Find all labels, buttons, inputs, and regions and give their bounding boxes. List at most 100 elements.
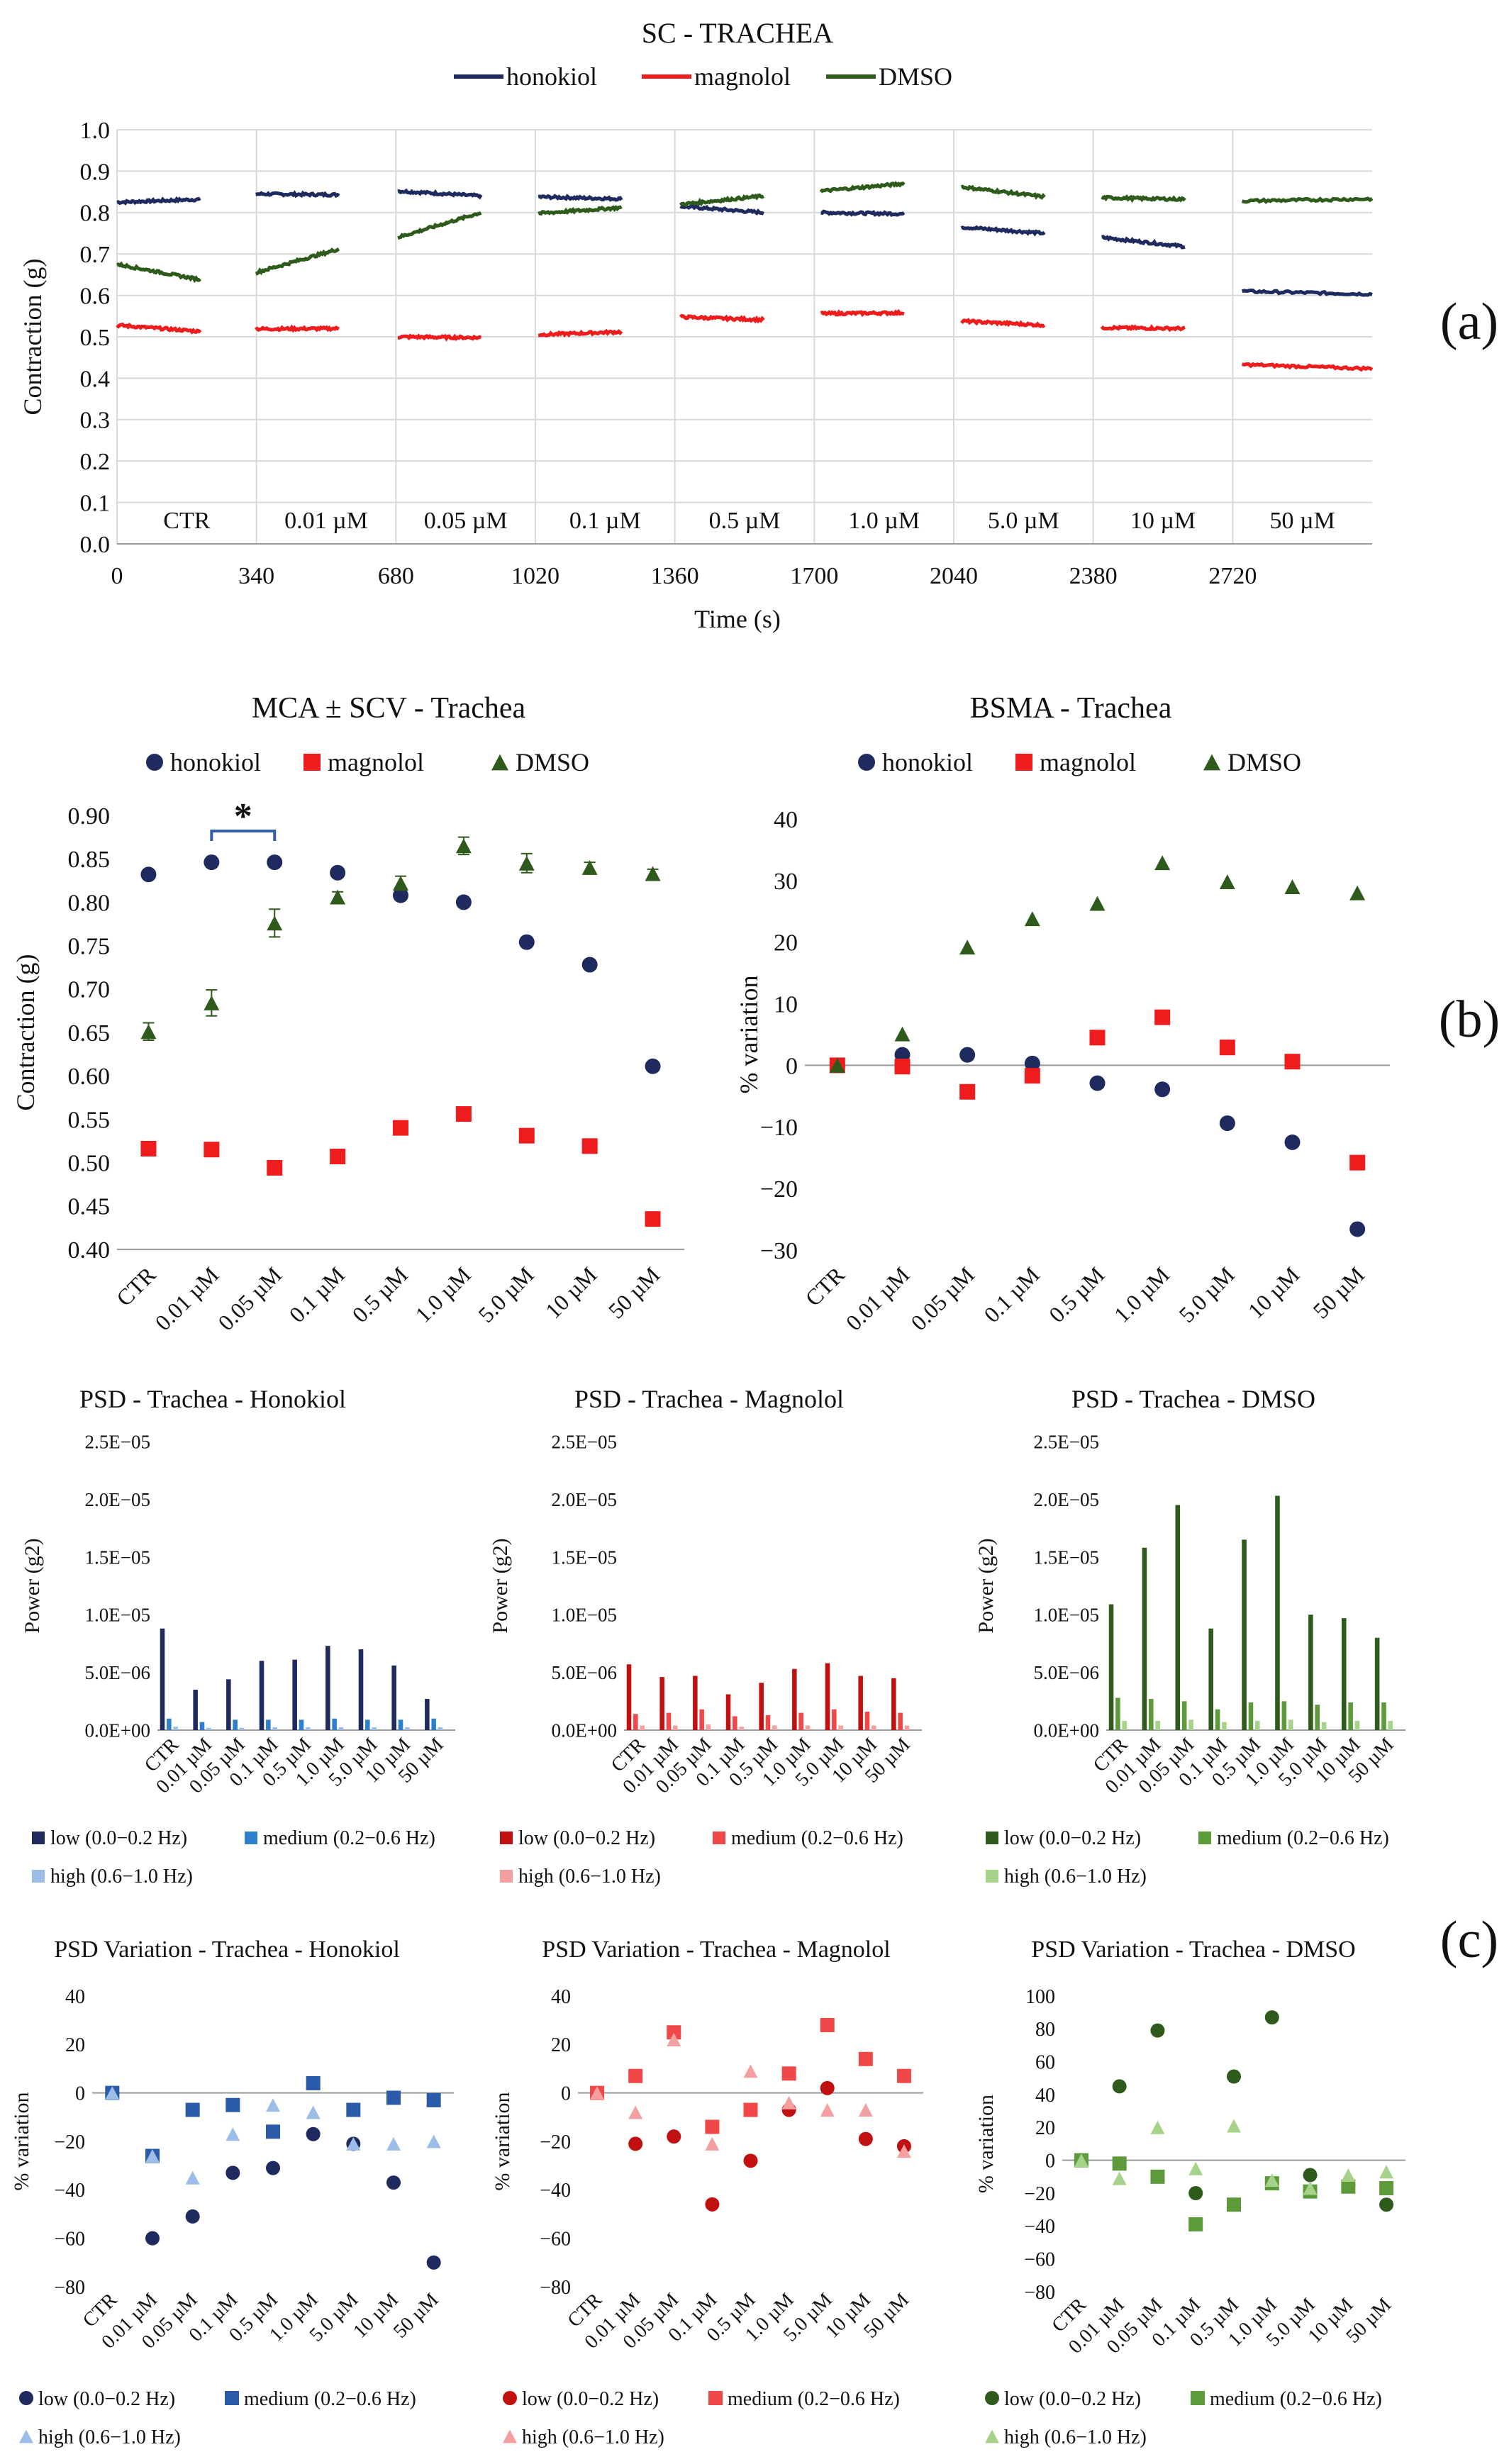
x-tick-label: CTR — [800, 1261, 850, 1311]
data-point-DMSO — [1219, 874, 1235, 890]
y-tick-label: −80 — [1024, 2282, 1055, 2304]
x-tick-label: 0.1 µM — [979, 1261, 1045, 1327]
bar-medium (0.2−0.6 Hz) — [1115, 1698, 1120, 1730]
legend-marker — [32, 1870, 45, 1883]
legend-marker — [858, 754, 875, 771]
trace-line-DMSO — [1101, 194, 1186, 204]
trace-line-DMSO — [1241, 196, 1374, 204]
y-tick-label: 2.0E−05 — [552, 1489, 617, 1510]
y-tick-label: 100 — [1025, 1986, 1055, 2008]
trace-line-magnolol — [820, 308, 905, 318]
legend-label: medium (0.2−0.6 Hz) — [244, 2388, 416, 2410]
y-tick-label: 1.0E−05 — [1034, 1605, 1099, 1626]
legend-marker — [1015, 754, 1032, 771]
data-point-high (0.6−1.0 Hz) — [1150, 2120, 1165, 2134]
bar-high (0.6−1.0 Hz) — [640, 1725, 645, 1730]
y-tick-label: −80 — [54, 2277, 85, 2299]
trace-line-honokiol — [1101, 235, 1186, 250]
legend-label: medium (0.2−0.6 Hz) — [731, 1827, 903, 1849]
bar-low (0.0−0.2 Hz) — [1275, 1495, 1280, 1730]
bar-medium (0.2−0.6 Hz) — [1149, 1699, 1154, 1730]
segment-label: 10 µM — [1130, 508, 1196, 534]
trace-line-magnolol — [116, 322, 202, 335]
bar-medium (0.2−0.6 Hz) — [1215, 1709, 1220, 1730]
x-tick-label: 2040 — [930, 563, 978, 589]
bar-high (0.6−1.0 Hz) — [1288, 1719, 1293, 1730]
y-tick-label: 30 — [774, 869, 798, 895]
data-point-low (0.0−0.2 Hz) — [145, 2231, 160, 2246]
bar-low (0.0−0.2 Hz) — [292, 1659, 297, 1730]
segment-label: 0.5 µM — [709, 508, 781, 534]
data-point-DMSO — [959, 940, 976, 955]
x-axis-title: Time (s) — [694, 605, 781, 633]
trace-line-magnolol — [1242, 362, 1374, 372]
y-tick-label: 0.60 — [68, 1064, 111, 1090]
y-tick-label: −40 — [540, 2180, 571, 2202]
data-point-high (0.6−1.0 Hz) — [858, 2103, 873, 2117]
data-point-high (0.6−1.0 Hz) — [105, 2086, 120, 2100]
bar-medium (0.2−0.6 Hz) — [1315, 1705, 1320, 1730]
x-tick-label: 1020 — [511, 563, 559, 589]
data-point-high (0.6−1.0 Hz) — [667, 2033, 681, 2046]
bar-low (0.0−0.2 Hz) — [626, 1664, 632, 1730]
data-point-magnolol — [518, 1127, 535, 1144]
chart-title: SC - TRACHEA — [642, 17, 834, 49]
bar-medium (0.2−0.6 Hz) — [666, 1712, 672, 1730]
data-point-low (0.0−0.2 Hz) — [820, 2080, 835, 2095]
bar-high (0.6−1.0 Hz) — [838, 1725, 843, 1730]
chart-title: PSD - Trachea - Honokiol — [79, 1385, 346, 1413]
data-point-DMSO — [1154, 855, 1171, 871]
data-point-DMSO — [1284, 879, 1301, 894]
data-point-honokiol — [330, 864, 346, 881]
bar-low (0.0−0.2 Hz) — [226, 1679, 231, 1730]
y-tick-label: 2.5E−05 — [552, 1431, 617, 1452]
data-point-medium (0.2−0.6 Hz) — [628, 2068, 643, 2083]
data-point-high (0.6−1.0 Hz) — [1074, 2153, 1088, 2168]
y-tick-label: 40 — [65, 1986, 85, 2008]
data-point-magnolol — [959, 1083, 976, 1100]
y-tick-label: −80 — [540, 2277, 571, 2299]
bar-medium (0.2−0.6 Hz) — [233, 1719, 238, 1730]
data-point-honokiol — [581, 957, 598, 973]
bar-low (0.0−0.2 Hz) — [1208, 1628, 1213, 1730]
legend-label: honokiol — [506, 62, 597, 91]
data-point-DMSO — [581, 859, 598, 875]
data-point-DMSO — [393, 876, 408, 891]
y-tick-label: 0 — [561, 2083, 571, 2105]
y-tick-label: −60 — [54, 2228, 85, 2250]
trace-line-DMSO — [679, 193, 765, 207]
x-tick-label: CTR — [111, 1261, 161, 1311]
legend-label: low (0.0−0.2 Hz) — [38, 2388, 175, 2410]
legend-label: honokiol — [170, 748, 261, 776]
y-tick-label: 2.0E−05 — [1034, 1489, 1099, 1510]
legend-label: low (0.0−0.2 Hz) — [518, 1827, 655, 1849]
y-tick-label: 0.85 — [68, 847, 111, 873]
y-tick-label: 40 — [774, 807, 798, 833]
y-axis-title: Power (g2) — [974, 1538, 998, 1633]
data-point-DMSO — [1349, 885, 1366, 901]
y-tick-label: 10 — [774, 991, 798, 1018]
bar-high (0.6−1.0 Hz) — [206, 1727, 211, 1730]
bar-high (0.6−1.0 Hz) — [1222, 1722, 1227, 1730]
data-point-low (0.0−0.2 Hz) — [1303, 2168, 1318, 2183]
y-tick-label: 1.5E−05 — [85, 1546, 150, 1568]
y-tick-label: 0.7 — [80, 242, 111, 268]
y-tick-label: 1.5E−05 — [1034, 1546, 1099, 1568]
significance-marker: * — [234, 796, 252, 837]
bar-low (0.0−0.2 Hz) — [1108, 1604, 1114, 1730]
data-point-high (0.6−1.0 Hz) — [1379, 2165, 1394, 2179]
bar-high (0.6−1.0 Hz) — [673, 1725, 678, 1730]
y-tick-label: 80 — [1035, 2019, 1055, 2041]
bar-high (0.6−1.0 Hz) — [338, 1727, 344, 1730]
y-tick-label: 1.0E−05 — [85, 1605, 150, 1626]
legend-label: low (0.0−0.2 Hz) — [1004, 1827, 1141, 1849]
y-tick-label: 0.6 — [80, 284, 111, 310]
trace-line-DMSO — [538, 204, 623, 216]
data-point-high (0.6−1.0 Hz) — [185, 2170, 200, 2185]
y-axis-title: % variation — [10, 2092, 33, 2190]
y-tick-label: 40 — [551, 1986, 571, 2008]
bar-low (0.0−0.2 Hz) — [792, 1668, 797, 1730]
y-tick-label: −60 — [540, 2228, 571, 2250]
